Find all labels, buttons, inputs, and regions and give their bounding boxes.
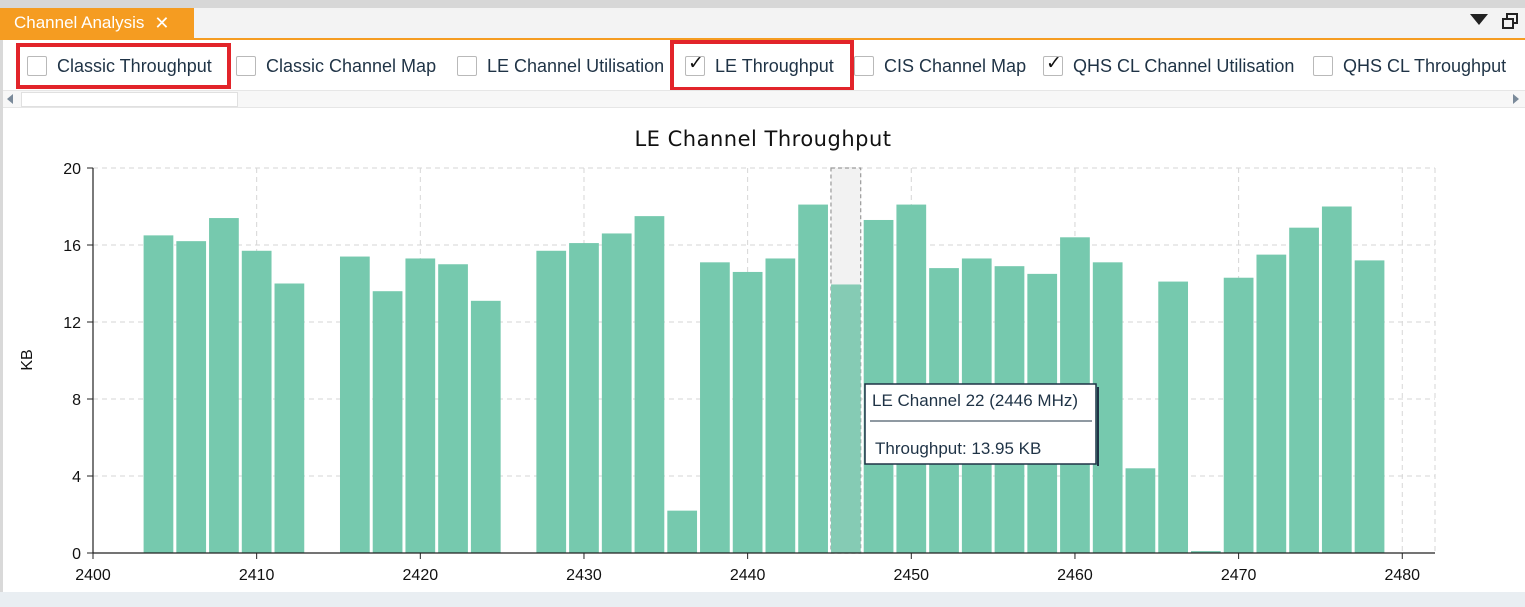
horizontal-scrollbar[interactable] — [3, 90, 1525, 108]
x-tick-label: 2410 — [239, 567, 275, 584]
tooltip-body: Throughput: 13.95 KB — [875, 439, 1041, 458]
bar — [1354, 260, 1385, 553]
checkbox-qhs-cl-channel-utilisation[interactable]: ✓ — [1043, 53, 1063, 76]
bar-series — [143, 167, 1385, 554]
option-qhs-cl-throughput[interactable]: QHS CL Throughput — [1313, 54, 1506, 78]
bar — [830, 284, 861, 553]
checkbox-cis-channel-map[interactable] — [854, 56, 874, 76]
x-tick-label: 2440 — [730, 567, 766, 584]
bar — [896, 204, 927, 553]
scrollbar-thumb[interactable] — [21, 92, 238, 107]
tab-title: Channel Analysis — [14, 13, 145, 32]
option-classic-throughput[interactable]: Classic Throughput — [27, 54, 212, 78]
y-tick-label: 0 — [72, 546, 81, 563]
scroll-right-icon[interactable] — [1513, 94, 1519, 104]
x-tick-label: 2480 — [1384, 567, 1420, 584]
bar — [634, 216, 665, 553]
window-top-strip — [0, 0, 1525, 8]
checkmark-icon: ✓ — [1046, 53, 1062, 74]
option-label: Classic Throughput — [57, 55, 212, 76]
axes: 0 4 8 12 16 20 2400 2410 2420 2430 2440 2450 2460 247… — [63, 161, 1435, 584]
chart-options-bar: Classic Throughput Classic Channel Map L… — [3, 40, 1525, 91]
y-tick-label: 20 — [63, 161, 81, 178]
bottom-strip — [0, 592, 1525, 607]
option-label: QHS CL Throughput — [1343, 55, 1507, 76]
bar — [732, 271, 763, 553]
option-label: LE Channel Utilisation — [487, 55, 665, 76]
bar — [536, 250, 567, 553]
y-tick-label: 12 — [63, 315, 81, 332]
bar — [176, 241, 207, 553]
tooltip: LE Channel 22 (2446 MHz) Throughput: 13.… — [864, 383, 1099, 466]
x-tick-label: 2400 — [75, 567, 111, 584]
option-label: Classic Channel Map — [266, 55, 437, 76]
y-tick-label: 4 — [72, 469, 81, 486]
bar — [1158, 281, 1189, 553]
bar — [601, 233, 632, 553]
bar — [405, 258, 436, 553]
option-classic-channel-map[interactable]: Classic Channel Map — [236, 54, 436, 78]
bar — [143, 235, 174, 553]
bar — [1223, 277, 1254, 553]
checkbox-classic-throughput[interactable] — [27, 56, 47, 76]
bar — [470, 300, 501, 553]
x-tick-label: 2460 — [1057, 567, 1093, 584]
chart-area: LE Channel Throughput KB 0 4 8 12 16 20 2400 24… — [3, 108, 1525, 591]
bar — [339, 256, 370, 553]
tooltip-box — [864, 383, 1097, 465]
bar — [1125, 468, 1156, 553]
bar — [765, 258, 796, 553]
x-tick-label: 2470 — [1221, 567, 1257, 584]
view-menu-icon[interactable] — [1470, 14, 1488, 25]
checkmark-icon: ✓ — [688, 53, 704, 74]
highlight-box-classic-throughput — [16, 43, 231, 89]
tab-channel-analysis[interactable]: Channel Analysis ✕ — [0, 8, 194, 38]
tooltip-title: LE Channel 22 (2446 MHz) — [872, 391, 1078, 410]
option-label: QHS CL Channel Utilisation — [1073, 55, 1295, 76]
checkbox-classic-channel-map[interactable] — [236, 56, 256, 76]
close-tab-icon[interactable]: ✕ — [154, 12, 170, 33]
option-cis-channel-map[interactable]: CIS Channel Map — [854, 54, 1026, 78]
bar — [569, 243, 599, 553]
bar — [798, 204, 828, 553]
bar — [1289, 227, 1319, 554]
option-le-throughput[interactable]: ✓ LE Throughput — [685, 54, 834, 78]
x-tick-label: 2430 — [566, 567, 602, 584]
option-le-channel-utilisation[interactable]: LE Channel Utilisation — [457, 54, 664, 78]
bar — [274, 283, 305, 553]
option-label: CIS Channel Map — [884, 55, 1027, 76]
bar — [1321, 206, 1352, 553]
left-edge — [0, 40, 3, 607]
throughput-chart: LE Channel Throughput KB 0 4 8 12 16 20 2400 24… — [19, 127, 1436, 584]
x-tick-label: 2420 — [403, 567, 439, 584]
checkbox-qhs-cl-throughput[interactable] — [1313, 56, 1333, 76]
bar — [1191, 551, 1221, 553]
y-tick-label: 8 — [72, 392, 81, 409]
scroll-left-icon[interactable] — [7, 94, 13, 104]
x-tick-label: 2450 — [893, 567, 929, 584]
bar — [209, 218, 239, 554]
bar — [667, 510, 698, 553]
bar — [372, 291, 403, 553]
option-qhs-cl-channel-utilisation[interactable]: ✓ QHS CL Channel Utilisation — [1043, 54, 1294, 78]
highlight-box-le-throughput — [670, 40, 854, 91]
checkbox-le-throughput[interactable]: ✓ — [685, 53, 705, 76]
y-axis-label: KB — [19, 349, 36, 370]
view-tab-bar: Channel Analysis ✕ — [0, 8, 1525, 40]
bar — [438, 264, 468, 553]
restore-window-icon[interactable] — [1502, 13, 1518, 29]
bar — [241, 250, 272, 553]
chart-title: LE Channel Throughput — [634, 127, 891, 151]
option-label: LE Throughput — [715, 55, 834, 76]
bar — [1256, 254, 1287, 553]
bar — [700, 262, 730, 553]
y-tick-label: 16 — [63, 238, 81, 255]
checkbox-le-channel-utilisation[interactable] — [457, 56, 477, 76]
